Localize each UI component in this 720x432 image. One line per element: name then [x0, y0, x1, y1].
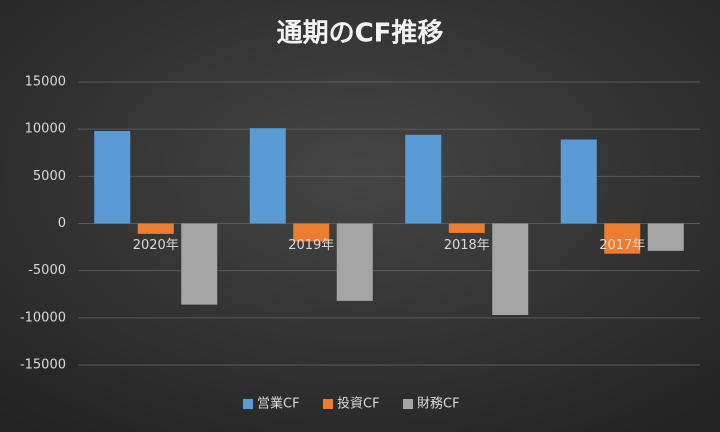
x-tick-label: 2017年	[599, 238, 645, 253]
y-tick-label: 0	[58, 216, 66, 231]
x-tick-label: 2018年	[444, 238, 490, 253]
bar	[492, 223, 529, 316]
y-tick-label: 5000	[33, 169, 66, 184]
bar	[560, 139, 597, 224]
chart-title: 通期のCF推移	[277, 19, 444, 49]
y-tick-label: 10000	[25, 122, 66, 137]
bar	[448, 223, 485, 233]
y-tick-label: -15000	[20, 358, 66, 373]
bar	[405, 134, 442, 224]
bar	[647, 223, 684, 251]
bar	[181, 223, 218, 305]
bar	[604, 223, 641, 254]
legend-label: 財務CF	[417, 397, 460, 412]
y-tick-label: -10000	[20, 310, 66, 325]
legend-swatch	[243, 399, 253, 409]
labels: -15000 -10000 -5000 0 5000 10000 15000 2020年 201…	[20, 75, 645, 412]
legend-label: 投資CF	[337, 396, 380, 412]
bar	[94, 131, 131, 224]
bars	[94, 128, 684, 316]
bar	[293, 223, 330, 242]
bar	[137, 223, 174, 234]
y-tick-label: 15000	[25, 75, 66, 90]
legend-swatch	[403, 399, 413, 409]
legend-swatch	[323, 399, 333, 409]
x-tick-label: 2019年	[288, 238, 334, 253]
legend-label: 営業CF	[257, 396, 300, 412]
y-tick-label: -5000	[28, 263, 66, 278]
bar	[336, 223, 373, 301]
x-tick-label: 2020年	[133, 238, 179, 253]
bar	[249, 128, 286, 224]
